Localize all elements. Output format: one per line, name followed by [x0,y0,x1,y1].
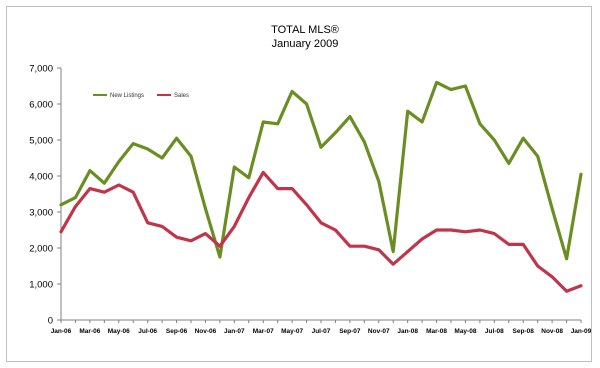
x-tick-label: Nov-06 [195,328,217,335]
x-axis: Jan-06 Mar-06 May-06 Jul-06 Sep-06 Nov-06 Jan-… [51,319,592,335]
chart-subtitle: January 2009 [272,38,339,50]
x-tick-label: Jan-08 [397,328,418,335]
x-tick-label: Sep-06 [166,328,188,335]
y-tick-label: 3,000 [29,208,53,219]
series-line-sales [59,170,583,293]
series-lines [59,80,583,293]
x-tick-label: Nov-08 [541,328,563,335]
x-tick-label: Sep-08 [513,328,535,335]
legend-label-sales: Sales [174,93,189,99]
y-tick-label: 0 [48,316,53,327]
x-tick-label: Jan-09 [571,328,592,335]
x-tick-label: Mar-07 [253,328,274,335]
line-chart: TOTAL MLS® January 2009 0 1,000 2,000 3,000… [29,24,592,335]
series-line-new-listings [59,80,583,261]
x-tick-label: May-06 [108,328,130,335]
y-tick-label: 6,000 [29,100,53,111]
y-tick-label: 5,000 [29,136,53,147]
chart-title: TOTAL MLS® [271,24,339,36]
x-tick-label: Nov-07 [368,328,390,335]
y-tick-label: 7,000 [29,64,53,75]
y-tick-label: 1,000 [29,280,53,291]
y-tick-label: 2,000 [29,244,53,255]
x-tick-label: Sep-07 [339,328,361,335]
legend: New Listings Sales [93,93,189,99]
x-tick-label: Jan-07 [224,328,245,335]
x-tick-label: May-07 [281,328,303,335]
y-tick-label: 4,000 [29,172,53,183]
legend-label-new-listings: New Listings [110,93,144,99]
x-tick-label: May-08 [454,328,476,335]
x-tick-label: Jan-06 [51,328,72,335]
x-tick-label: Jul-07 [312,328,331,335]
y-axis: 0 1,000 2,000 3,000 4,000 5,000 6,000 7,000 [29,64,62,327]
x-tick-label: Jul-08 [485,328,504,335]
x-tick-label: Jul-06 [138,328,157,335]
x-tick-label: Mar-08 [426,328,447,335]
chart-frame: TOTAL MLS® January 2009 0 1,000 2,000 3,000… [6,6,592,362]
x-tick-label: Mar-06 [79,328,100,335]
